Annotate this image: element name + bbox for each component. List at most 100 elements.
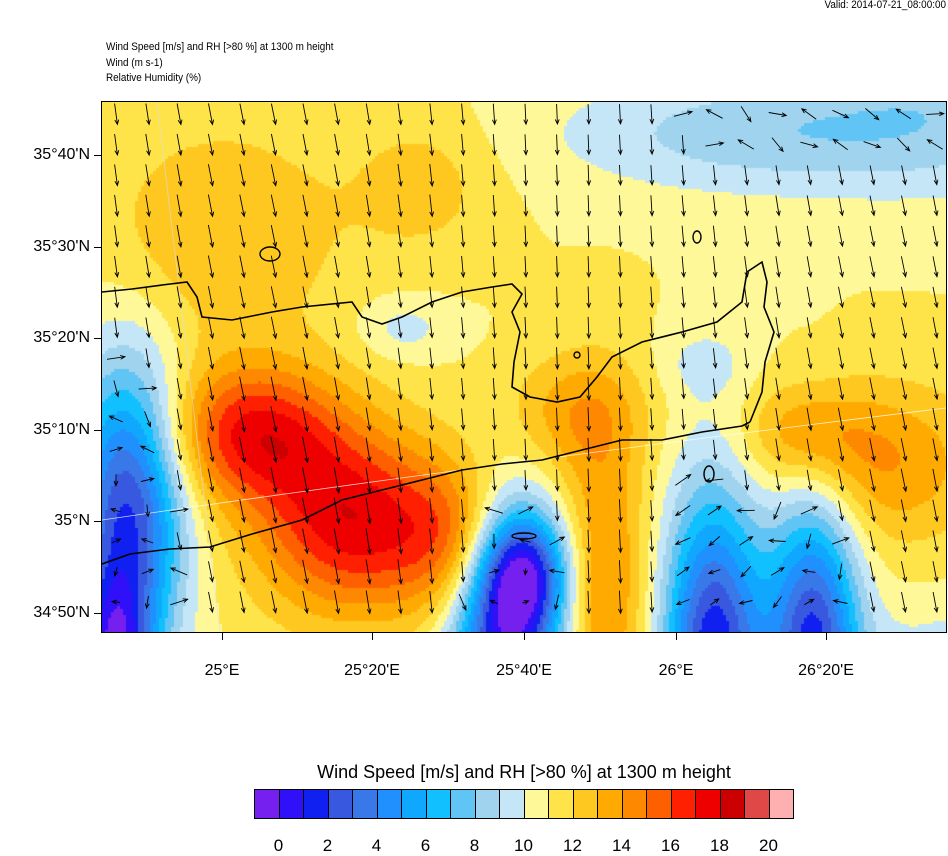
wind-vector [649,500,655,522]
wind-vector [740,106,752,123]
wind-vector [397,103,403,126]
wind-vector [176,532,183,551]
wind-vector [460,408,466,431]
island [259,246,281,262]
wind-vector [270,346,278,371]
wind-vector [523,408,529,432]
wind-vector [141,568,155,575]
wind-vector [491,533,497,550]
wind-vector [712,256,718,278]
wind-vector [113,566,119,577]
wind-vector [554,195,560,217]
wind-vector [333,497,341,525]
wind-vector [270,560,278,584]
lon-tick [524,632,525,640]
wind-vector [744,347,750,370]
wind-vector [207,347,215,371]
wind-vector [334,255,340,279]
wind-vector [145,103,151,126]
wind-vector [270,467,278,494]
wind-vector [484,506,504,514]
wind-vector [239,346,246,371]
wind-vector [429,377,435,401]
wind-vector [932,286,939,309]
wind-vector [106,355,127,360]
wind-vector [739,535,754,546]
wind-vector [523,134,529,156]
valid-time: Valid: 2014-07-21_08:00:00 [824,0,946,11]
wind-vector [900,561,908,583]
island [692,230,702,244]
wind-vector [837,438,845,462]
rh-field-label: Relative Humidity (%) [106,72,202,84]
wind-vector [932,468,939,493]
wind-vector [675,473,692,486]
wind-vector [522,600,530,605]
wind-vector [869,286,876,309]
wind-vector [554,438,560,462]
wind-vector [673,110,694,117]
wind-vector [365,467,372,494]
wind-vector [681,408,686,431]
wind-vector [712,286,718,309]
wind-vector [869,256,876,278]
wind-vector [460,164,466,187]
wind-vector [895,108,912,120]
wind-vector [738,600,753,605]
wind-vector [744,439,750,461]
wind-vector [775,256,781,278]
coastline-north-crete [102,260,775,423]
wind-vector [869,347,876,370]
wind-vector [869,438,876,463]
wind-vector [775,165,781,186]
wind-vector [832,537,850,545]
colorbar-swatch [524,790,549,818]
wind-vector [429,317,434,339]
colorbar-swatch [573,790,598,818]
wind-vector [429,408,435,431]
wind-vector [800,108,817,120]
colorbar-swatch [255,790,280,818]
wind-vector [674,505,691,517]
wind-vector [900,317,908,339]
wind-vector [365,347,372,370]
wind-vector [239,591,246,614]
wind-vector [523,470,529,492]
wind-vector [114,194,120,218]
wind-vector [523,286,529,309]
wind-vector [869,407,876,432]
wind-vector [617,468,623,493]
wind-vector [681,378,686,400]
wind-vector [932,377,939,401]
wind-vector [429,255,435,279]
wind-vector [207,499,215,523]
wind-vector [176,225,183,249]
wind-vector [491,347,497,370]
wind-vector [397,559,403,585]
wind-vector [334,317,340,340]
wind-vector [649,317,655,340]
wind-vector [429,438,435,462]
wind-vector [491,164,497,187]
colorbar-swatch [377,790,402,818]
wind-vector [207,286,215,309]
wind-vector [806,256,813,278]
wind-vector [140,477,156,482]
wind-vector [239,406,246,433]
wind-vector [649,165,655,187]
wind-vector [365,377,372,401]
wind-vector [365,133,372,157]
colorbar-swatch [475,790,500,818]
wind-vector [176,470,183,491]
wind-vector [460,225,466,248]
lon-label: 26°E [658,662,694,679]
wind-vector [365,559,372,585]
lon-tick [826,632,827,640]
wind-vector [838,286,844,309]
wind-vector [680,135,686,155]
wind-vector [145,133,151,157]
lat-tick [94,430,102,431]
colorbar-swatch [622,790,647,818]
wind-vector [681,348,686,370]
wind-vector [869,165,876,186]
